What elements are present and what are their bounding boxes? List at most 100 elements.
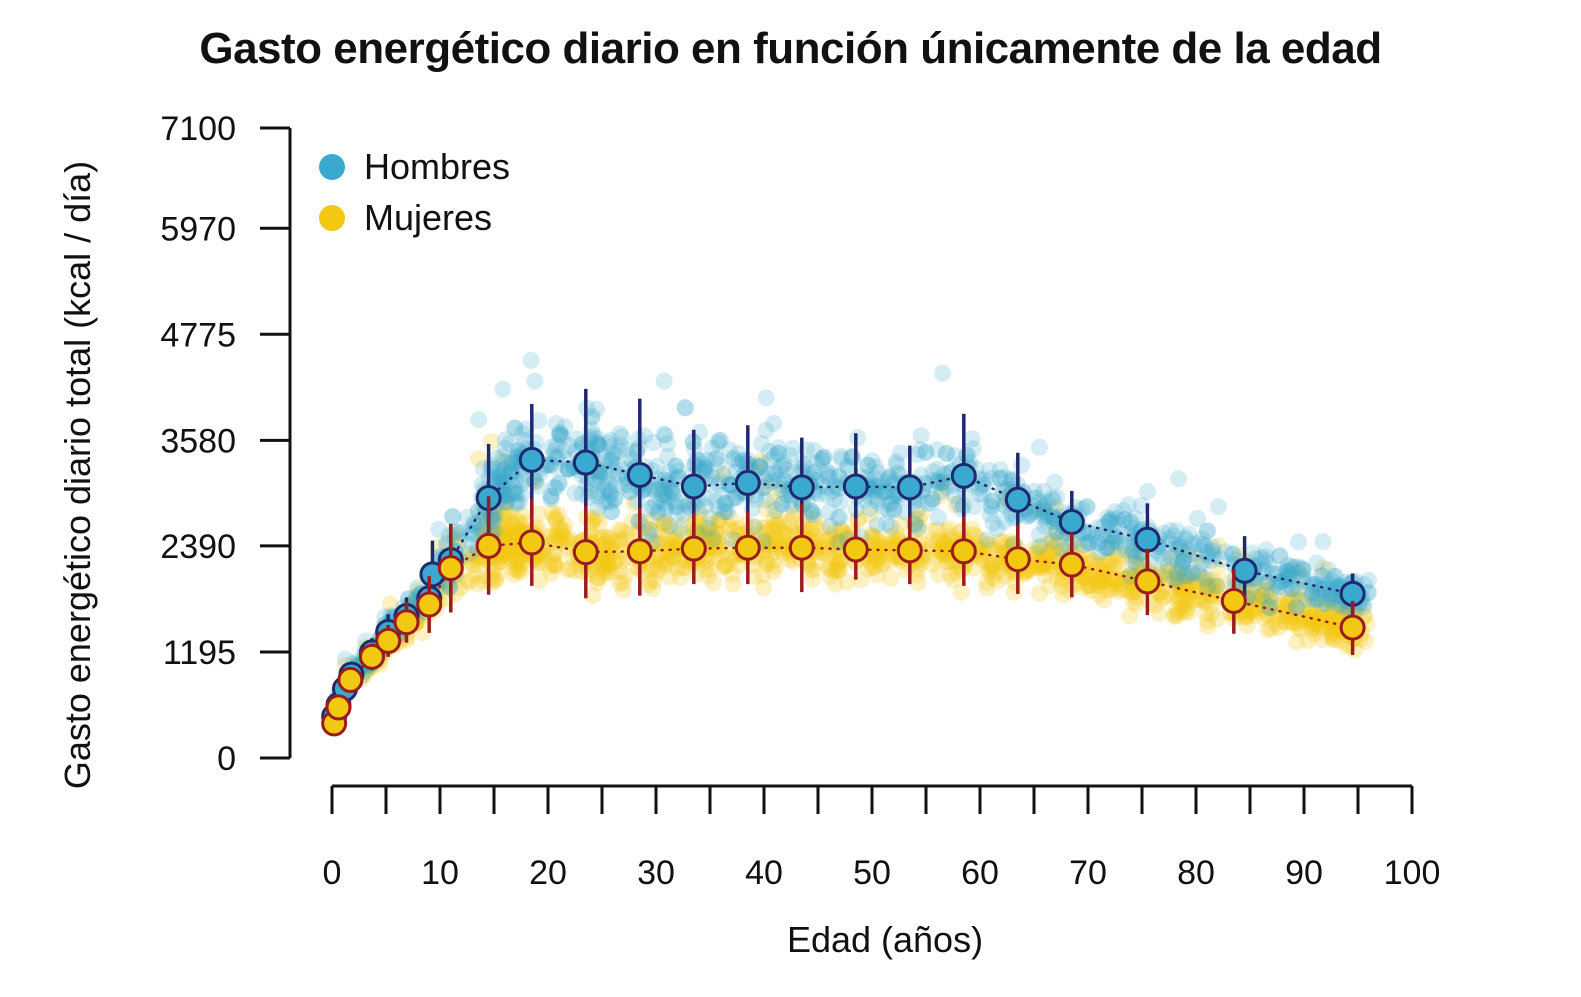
scatter-point: [673, 559, 691, 577]
scatter-point: [526, 372, 544, 390]
scatter-point: [1176, 568, 1194, 586]
scatter-point: [665, 549, 683, 567]
scatter-point: [707, 450, 725, 468]
scatter-point: [1204, 541, 1222, 559]
scatter-point: [1261, 599, 1278, 616]
scatter-point: [654, 486, 672, 504]
scatter-point: [1034, 550, 1052, 568]
scatter-point: [1293, 591, 1311, 609]
scatter-point: [933, 472, 951, 490]
scatter-point: [621, 483, 639, 501]
scatter-point: [668, 498, 686, 516]
scatter-point: [1325, 620, 1343, 637]
scatter-point: [963, 430, 981, 448]
scatter-point: [953, 561, 971, 579]
scatter-point: [1305, 590, 1323, 608]
scatter-point: [1180, 541, 1198, 559]
scatter-point: [1202, 543, 1220, 561]
scatter-point: [1044, 532, 1062, 550]
scatter-point: [863, 452, 881, 470]
scatter-point: [932, 544, 950, 561]
scatter-point: [1028, 544, 1046, 562]
scatter-point: [399, 590, 417, 608]
scatter-point: [607, 475, 625, 493]
scatter-point: [594, 556, 612, 574]
scatter-point: [444, 508, 462, 526]
scatter-point: [1217, 543, 1235, 561]
scatter-point: [864, 558, 882, 576]
scatter-point: [1109, 552, 1127, 570]
scatter-point: [505, 560, 523, 578]
scatter-point: [559, 561, 577, 579]
scatter-point: [595, 482, 613, 500]
scatter-point: [982, 497, 1000, 515]
scatter-point: [802, 505, 820, 523]
scatter-point: [1090, 544, 1108, 561]
scatter-point: [642, 500, 659, 518]
scatter-point: [849, 429, 867, 447]
scatter-point: [1164, 550, 1181, 568]
scatter-point: [767, 501, 784, 519]
scatter-point: [982, 558, 1000, 576]
scatter-point: [1296, 611, 1314, 629]
scatter-point: [975, 471, 993, 489]
scatter-point: [1315, 580, 1333, 598]
scatter-point: [1114, 502, 1132, 520]
scatter-point: [1279, 606, 1296, 624]
scatter-point: [641, 573, 659, 591]
scatter-point: [866, 528, 884, 546]
legend-swatch: [319, 154, 345, 180]
scatter-point: [758, 523, 775, 541]
scatter-point: [707, 523, 725, 541]
scatter-point: [843, 448, 861, 466]
scatter-point: [613, 428, 631, 446]
scatter-point: [879, 536, 897, 553]
scatter-point: [653, 534, 671, 552]
scatter-point: [877, 539, 895, 557]
scatter-point: [1160, 530, 1178, 548]
scatter-point: [1224, 545, 1242, 563]
scatter-point: [1071, 573, 1088, 591]
scatter-point: [559, 460, 577, 478]
scatter-point: [547, 511, 565, 529]
scatter-point: [550, 426, 568, 444]
scatter-point: [785, 509, 802, 527]
scatter-point: [766, 463, 783, 481]
scatter-point: [868, 550, 885, 567]
scatter-point: [769, 444, 787, 462]
chart-title: Gasto energético diario en función única…: [199, 24, 1382, 73]
scatter-point: [859, 456, 877, 474]
scatter-point: [1195, 537, 1213, 555]
scatter-point: [603, 449, 621, 467]
scatter-point: [667, 538, 684, 556]
scatter-point: [1180, 603, 1198, 621]
scatter-point: [1246, 583, 1264, 601]
scatter-point: [712, 537, 730, 555]
mean-marker: [680, 473, 707, 500]
scatter-point: [1122, 513, 1140, 531]
scatter-point: [646, 523, 664, 541]
scatter-point: [766, 447, 784, 465]
scatter-point: [868, 566, 886, 584]
scatter-point: [1116, 541, 1134, 559]
scatter-point: [1315, 614, 1333, 632]
scatter-point: [1036, 517, 1054, 535]
scatter-point: [505, 524, 523, 542]
scatter-point: [716, 557, 734, 575]
scatter-point: [1197, 604, 1215, 622]
scatter-point: [1101, 539, 1119, 557]
scatter-point: [1035, 536, 1053, 554]
scatter-point: [859, 560, 877, 578]
scatter-point: [1089, 534, 1107, 552]
scatter-point: [661, 568, 678, 586]
scatter-point: [1087, 570, 1105, 588]
scatter-point: [928, 534, 946, 552]
scatter-point: [1290, 533, 1307, 551]
scatter-point: [991, 470, 1009, 487]
scatter-point: [1283, 580, 1301, 598]
scatter-point: [826, 490, 844, 508]
scatter-point: [813, 450, 831, 468]
scatter-point: [991, 549, 1009, 567]
scatter-point: [584, 587, 602, 605]
